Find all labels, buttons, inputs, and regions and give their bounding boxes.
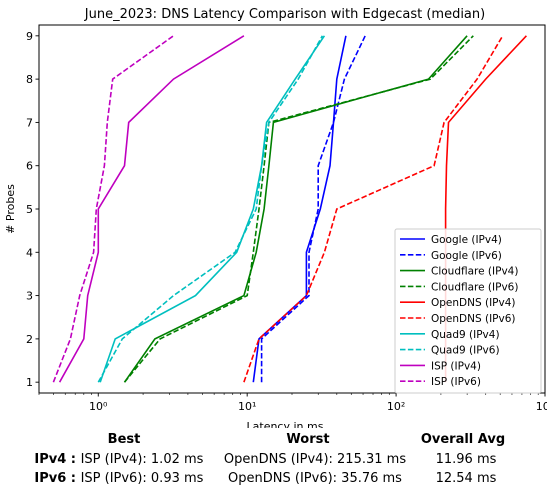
header-best: Best xyxy=(107,432,141,447)
x-tick-label: 10³ xyxy=(536,400,547,413)
legend-label-isp-ipv6: ISP (IPv6) xyxy=(431,376,481,388)
legend-box xyxy=(394,228,542,394)
legend-label-isp-ipv4: ISP (IPv4) xyxy=(431,360,481,372)
row-label-ipv4: IPv4 : xyxy=(34,452,76,467)
series-line-quad9-ipv4 xyxy=(99,35,326,383)
y-tick-label: 6 xyxy=(26,160,33,173)
legend-label-opendns-ipv6: OpenDNS (IPv6) xyxy=(431,313,516,325)
chart-title: June_2023: DNS Latency Comparison with E… xyxy=(84,7,485,22)
avg-ipv6: 12.54 ms xyxy=(435,471,497,486)
legend-label-quad9-ipv6: Quad9 (IPv6) xyxy=(431,345,500,357)
legend-label-cloudflare-ipv4: Cloudflare (IPv4) xyxy=(431,266,518,278)
y-tick-label: 1 xyxy=(26,376,33,389)
x-axis-ticks: 10⁰ 10¹ 10² 10³ xyxy=(38,393,547,413)
x-axis-label: Latency in ms xyxy=(247,420,324,428)
avg-ipv4: 11.96 ms xyxy=(435,452,497,467)
latency-chart: June_2023: DNS Latency Comparison with E… xyxy=(4,7,547,428)
best-ipv4: ISP (IPv4): 1.02 ms xyxy=(80,452,204,467)
row-label-ipv6: IPv6 : xyxy=(34,471,76,486)
legend-label-google-ipv6: Google (IPv6) xyxy=(431,250,502,262)
y-axis-label: # Probes xyxy=(4,184,17,234)
legend: Google (IPv4) Google (IPv6) Cloudflare (IP… xyxy=(394,228,542,394)
x-tick-label: 10¹ xyxy=(238,400,256,413)
legend-label-cloudflare-ipv6: Cloudflare (IPv6) xyxy=(431,281,518,293)
y-axis-ticks: 1 2 3 4 5 6 7 8 9 xyxy=(26,30,39,389)
y-tick-label: 5 xyxy=(26,203,33,216)
header-worst: Worst xyxy=(286,432,330,447)
legend-label-quad9-ipv4: Quad9 (IPv4) xyxy=(431,329,500,341)
header-avg: Overall Avg xyxy=(420,432,506,447)
series-line-isp-ipv4 xyxy=(58,35,245,383)
x-tick-label: 10² xyxy=(387,400,405,413)
summary-table: Best Worst Overall Avg IPv4 : ISP (IPv4)… xyxy=(0,428,547,496)
x-tick-label: 10⁰ xyxy=(89,400,108,413)
y-tick-label: 3 xyxy=(26,290,33,303)
y-tick-label: 4 xyxy=(26,246,33,259)
series-line-google-ipv4 xyxy=(252,35,347,383)
y-tick-label: 9 xyxy=(26,30,33,43)
y-tick-label: 8 xyxy=(26,73,33,86)
series-line-opendns-ipv6 xyxy=(243,35,504,383)
best-ipv6: ISP (IPv6): 0.93 ms xyxy=(80,471,204,486)
series-line-google-ipv6 xyxy=(260,35,366,383)
legend-label-google-ipv4: Google (IPv4) xyxy=(431,234,502,246)
series-line-isp-ipv6 xyxy=(52,35,174,383)
series-line-cloudflare-ipv6 xyxy=(123,35,474,383)
worst-ipv4: OpenDNS (IPv4): 215.31 ms xyxy=(223,452,407,467)
y-tick-label: 2 xyxy=(26,333,33,346)
series-line-quad9-ipv6 xyxy=(97,35,324,383)
y-tick-label: 7 xyxy=(26,116,33,129)
plot-lines xyxy=(52,35,527,383)
worst-ipv6: OpenDNS (IPv6): 35.76 ms xyxy=(228,471,402,486)
legend-label-opendns-ipv4: OpenDNS (IPv4) xyxy=(431,297,516,309)
